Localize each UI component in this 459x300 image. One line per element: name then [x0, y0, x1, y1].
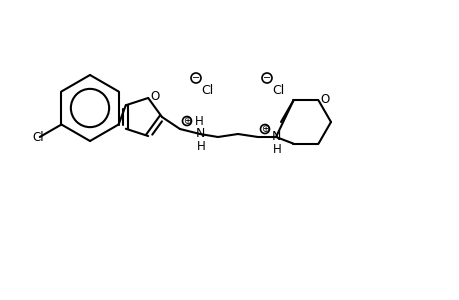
Text: N: N — [271, 130, 280, 142]
Text: Cl: Cl — [271, 83, 284, 97]
Text: −: − — [263, 73, 270, 83]
Text: ⊕: ⊕ — [260, 124, 269, 134]
Text: H: H — [194, 115, 203, 128]
Circle shape — [262, 73, 271, 83]
Text: H: H — [272, 142, 281, 155]
Text: H: H — [196, 140, 205, 152]
Text: N: N — [195, 127, 204, 140]
Text: Cl: Cl — [201, 83, 213, 97]
Text: O: O — [320, 93, 330, 106]
Circle shape — [182, 116, 191, 125]
Text: O: O — [150, 91, 159, 103]
Circle shape — [260, 124, 269, 134]
Text: −: − — [191, 73, 200, 83]
Text: ⊕: ⊕ — [183, 116, 190, 126]
Circle shape — [190, 73, 201, 83]
Text: Cl: Cl — [33, 130, 45, 143]
